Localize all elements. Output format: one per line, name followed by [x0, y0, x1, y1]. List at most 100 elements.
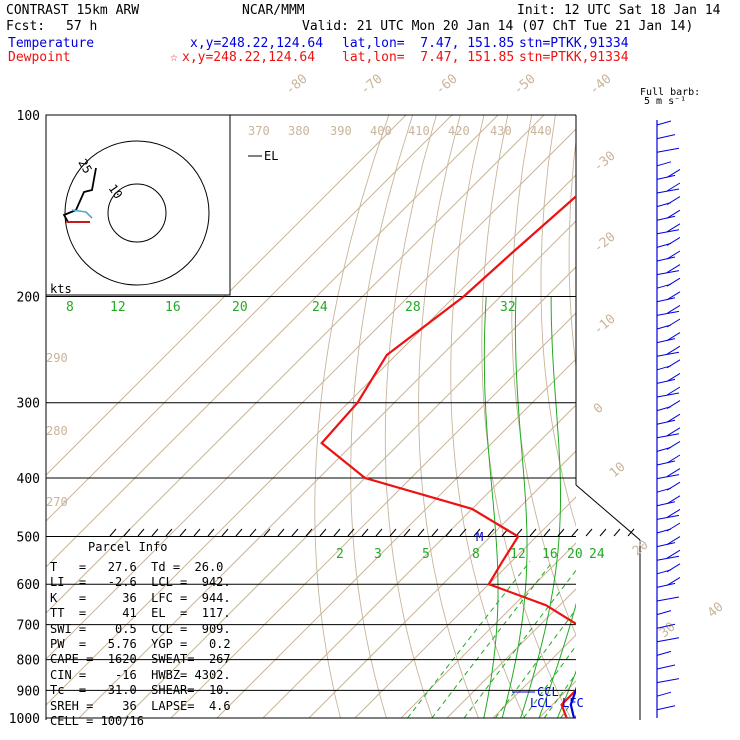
wind-barb — [656, 270, 680, 276]
moist-adiabat-line — [520, 296, 561, 719]
temperature-latlon: lat,lon= 7.47, 151.85 — [342, 36, 515, 51]
wind-barb — [656, 514, 680, 520]
wind-barb — [656, 705, 676, 711]
plot-right-bevel — [575, 484, 641, 541]
mixing-ratio-line — [431, 561, 554, 719]
mixing-ratio-label: 20 — [567, 547, 583, 562]
parcel-info-row: PW = 5.76 YGP = 0.2 — [50, 637, 231, 651]
isotherm-line — [46, 115, 407, 476]
mixing-ratio-line — [494, 608, 576, 719]
barb-title: Full barb: — [640, 87, 701, 98]
isotherm-label: -10 — [591, 311, 619, 338]
pressure-label: 900 — [17, 684, 40, 699]
dewpoint-profile — [320, 194, 576, 719]
pressure-label: 700 — [17, 619, 40, 634]
wind-barb — [656, 297, 676, 303]
moist-adiabat-line — [556, 670, 576, 719]
hatch-mark — [473, 528, 481, 537]
wind-barb — [656, 501, 676, 507]
isotherm-label: 30 — [657, 620, 679, 642]
center-label: NCAR/MMM — [242, 3, 305, 18]
dry-adiabat-line — [722, 115, 740, 718]
isotherm-line — [492, 634, 576, 719]
wind-barb-flag — [666, 223, 681, 233]
wind-barb-flag — [666, 182, 681, 192]
dry-adiabat-line — [698, 115, 740, 718]
wind-barb — [656, 215, 676, 221]
isotherm-line — [46, 115, 453, 522]
theta-label: 270 — [46, 495, 68, 509]
mixing-ratio-label: 16 — [542, 547, 558, 562]
isotherm-label: -30 — [591, 148, 619, 175]
wind-barb-flag — [666, 209, 681, 219]
theta-label: 420 — [448, 124, 470, 138]
dry-adiabat-line — [674, 115, 740, 718]
wind-barb-flag — [666, 468, 681, 478]
wind-barb-flag — [666, 440, 681, 450]
dry-adiabat-line — [511, 115, 576, 637]
parcel-info-row: LI = -2.6 LCL = 942. — [50, 575, 231, 590]
hatch-mark — [263, 528, 271, 537]
dry-adiabat-line — [418, 115, 479, 719]
hatch-mark — [207, 528, 215, 537]
temperature-station: stn=PTKK,91334 — [519, 36, 629, 51]
hatch-mark — [193, 528, 201, 537]
hodograph-ring-label: 25 — [75, 157, 94, 177]
parcel-info-row: Tc = 31.0 SHEAR= 10. — [50, 683, 231, 698]
dewpoint-star-icon: ☆ — [170, 50, 178, 65]
moist-adiabat-line — [483, 296, 499, 719]
isotherm-line — [124, 266, 576, 719]
hatch-mark — [417, 528, 425, 537]
wind-barb — [656, 582, 676, 588]
hatch-mark — [613, 528, 621, 537]
hatch-mark — [389, 528, 397, 537]
dry-adiabat-line — [314, 115, 390, 719]
mixing-ratio-label: 24 — [589, 547, 605, 562]
isotherm-line — [262, 404, 576, 719]
hodograph-ring-label: 10 — [106, 182, 126, 202]
hodograph-units: kts — [50, 282, 72, 296]
parcel-info-row: TT = 41 EL = 117. — [50, 606, 231, 621]
parcel-info-row: CELL = 100/16 — [50, 714, 144, 728]
moist-adiabat-label: 8 — [66, 300, 74, 315]
wind-barb — [656, 161, 672, 167]
wind-barb-flag — [666, 304, 681, 314]
isotherm-line — [170, 312, 576, 719]
wind-barb — [656, 134, 676, 140]
hatch-mark — [487, 528, 495, 537]
wind-barb-flag — [666, 427, 681, 437]
level-annotation-lfc: LFC — [562, 696, 584, 710]
wind-barb — [656, 392, 680, 398]
isotherm-line — [46, 115, 499, 568]
wind-barb — [656, 555, 680, 561]
wind-barb — [656, 664, 676, 670]
mixing-ratio-label: 8 — [472, 547, 480, 562]
theta-label: 390 — [330, 124, 352, 138]
hatch-mark — [627, 528, 635, 537]
dry-adiabat-line — [350, 115, 414, 719]
wind-barb-flag — [666, 264, 681, 274]
wind-barb-flag — [666, 236, 681, 246]
hatch-mark — [249, 528, 257, 537]
parcel-info-row: CAPE = 1620 SWEAT= 267 — [50, 652, 231, 667]
parcel-info-title: Parcel Info — [88, 540, 168, 554]
isotherm-label: -80 — [283, 71, 311, 98]
hatch-mark — [319, 528, 327, 537]
dry-adiabat-line — [568, 137, 576, 370]
isotherm-label: 20 — [630, 538, 652, 560]
hatch-mark — [557, 528, 565, 537]
wind-barb — [656, 637, 680, 643]
wind-barb-flag — [666, 536, 681, 546]
hatch-mark — [291, 528, 299, 537]
forecast-label: Fcst: — [6, 19, 46, 34]
pressure-label: 400 — [17, 472, 40, 487]
isotherm-line — [677, 115, 740, 718]
moist-adiabat-line — [575, 716, 576, 719]
wind-barb-flag — [666, 413, 681, 423]
pressure-label: 600 — [17, 578, 40, 593]
dewpoint-legend: Dewpoint — [8, 50, 71, 65]
hatch-mark — [459, 528, 467, 537]
theta-label: 400 — [370, 124, 392, 138]
mixing-ratio-line — [407, 561, 531, 719]
